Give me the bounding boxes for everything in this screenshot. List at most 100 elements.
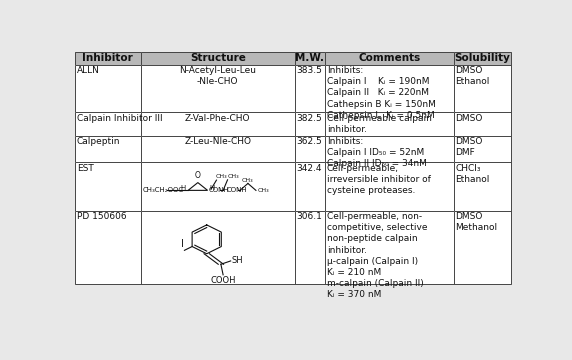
Bar xyxy=(454,211,511,284)
Bar xyxy=(295,112,325,135)
Text: DMSO
Methanol: DMSO Methanol xyxy=(455,212,498,233)
Text: CH₃: CH₃ xyxy=(228,174,239,179)
Text: Inhibitor: Inhibitor xyxy=(82,53,133,63)
Text: I: I xyxy=(181,239,184,249)
Bar xyxy=(75,51,141,65)
Bar xyxy=(325,135,454,162)
Text: M.W.: M.W. xyxy=(296,53,324,63)
Bar xyxy=(75,135,141,162)
Text: Inhibits:
Calpain I    Kᵢ = 190nM
Calpain II   Kᵢ = 220nM
Cathepsin B Kᵢ = 150nM: Inhibits: Calpain I Kᵢ = 190nM Calpain I… xyxy=(327,66,436,120)
Bar xyxy=(295,65,325,112)
Bar xyxy=(325,162,454,211)
Bar xyxy=(141,162,295,211)
Bar xyxy=(295,162,325,211)
Bar xyxy=(141,112,295,135)
Bar xyxy=(295,211,325,284)
Bar xyxy=(454,162,511,211)
Text: Z-Val-Phe-CHO: Z-Val-Phe-CHO xyxy=(185,114,251,123)
Text: CHCl₃
Ethanol: CHCl₃ Ethanol xyxy=(455,164,490,184)
Bar xyxy=(295,135,325,162)
Bar xyxy=(141,211,295,284)
Text: 383.5: 383.5 xyxy=(297,66,323,75)
Text: Cell-permeable calpain
inhibitor.: Cell-permeable calpain inhibitor. xyxy=(327,114,432,134)
Bar xyxy=(325,51,454,65)
Text: O: O xyxy=(195,171,201,180)
Text: N-Acetyl-Leu-Leu
-Nle-CHO: N-Acetyl-Leu-Leu -Nle-CHO xyxy=(179,66,256,86)
Text: Inhibits:
Calpain I ID₅₀ = 52nM
Calpain II ID₅₀ = 34nM: Inhibits: Calpain I ID₅₀ = 52nM Calpain … xyxy=(327,137,427,168)
Bar xyxy=(454,211,511,284)
Bar xyxy=(141,65,295,112)
Text: Calpain Inhibitor III: Calpain Inhibitor III xyxy=(77,114,162,123)
Bar xyxy=(325,135,454,162)
Text: CONH: CONH xyxy=(208,187,229,193)
Text: EST: EST xyxy=(77,164,94,173)
Bar xyxy=(295,51,325,65)
Bar xyxy=(325,65,454,112)
Text: DMSO
DMF: DMSO DMF xyxy=(455,137,483,157)
Text: CH₃CH₂OOC: CH₃CH₂OOC xyxy=(142,187,184,193)
Bar xyxy=(454,162,511,211)
Bar xyxy=(295,51,325,65)
Text: Comments: Comments xyxy=(358,53,420,63)
Text: 342.4: 342.4 xyxy=(297,164,322,173)
Text: PD 150606: PD 150606 xyxy=(77,212,126,221)
Bar xyxy=(75,65,141,112)
Bar xyxy=(141,51,295,65)
Bar xyxy=(141,65,295,112)
Bar xyxy=(295,65,325,112)
Text: CH₃: CH₃ xyxy=(242,177,254,183)
Bar xyxy=(75,65,141,112)
Bar xyxy=(141,211,295,284)
Bar xyxy=(295,162,325,211)
Text: Z-Leu-Nle-CHO: Z-Leu-Nle-CHO xyxy=(184,137,251,146)
Text: Solubility: Solubility xyxy=(455,53,510,63)
Bar xyxy=(454,135,511,162)
Bar xyxy=(325,162,454,211)
Bar xyxy=(325,65,454,112)
Bar xyxy=(75,112,141,135)
Bar xyxy=(454,65,511,112)
Bar xyxy=(141,112,295,135)
Bar xyxy=(141,135,295,162)
Bar xyxy=(141,162,295,211)
Bar xyxy=(75,135,141,162)
Text: Structure: Structure xyxy=(190,53,246,63)
Bar xyxy=(454,112,511,135)
Text: ALLN: ALLN xyxy=(77,66,100,75)
Bar xyxy=(75,211,141,284)
Text: Cell-permeable,
irreversible inhibitor of
cysteine proteases.: Cell-permeable, irreversible inhibitor o… xyxy=(327,164,431,195)
Bar xyxy=(325,51,454,65)
Text: Cell-permeable, non-
competitive, selective
non-peptide calpain
inhibitor.
μ-cal: Cell-permeable, non- competitive, select… xyxy=(327,212,427,299)
Bar xyxy=(454,51,511,65)
Text: CONH: CONH xyxy=(227,187,247,193)
Text: CH₃: CH₃ xyxy=(257,188,269,193)
Bar xyxy=(454,65,511,112)
Bar xyxy=(454,51,511,65)
Bar xyxy=(141,135,295,162)
Text: DMSO: DMSO xyxy=(455,114,483,123)
Bar xyxy=(325,211,454,284)
Text: SH: SH xyxy=(232,256,243,265)
Bar xyxy=(454,135,511,162)
Text: 382.5: 382.5 xyxy=(297,114,323,123)
Bar xyxy=(75,51,141,65)
Bar xyxy=(295,211,325,284)
Bar xyxy=(141,51,295,65)
Bar xyxy=(295,112,325,135)
Text: Calpeptin: Calpeptin xyxy=(77,137,120,146)
Text: DMSO
Ethanol: DMSO Ethanol xyxy=(455,66,490,86)
Text: H: H xyxy=(181,185,186,191)
Bar xyxy=(75,162,141,211)
Bar xyxy=(75,211,141,284)
Text: COOH: COOH xyxy=(210,276,236,285)
Bar xyxy=(454,112,511,135)
Bar xyxy=(295,135,325,162)
Text: H: H xyxy=(210,185,215,191)
Bar xyxy=(325,112,454,135)
Bar xyxy=(325,211,454,284)
Text: CH₃: CH₃ xyxy=(216,174,227,179)
Bar xyxy=(75,112,141,135)
Bar xyxy=(325,112,454,135)
Bar xyxy=(75,162,141,211)
Text: 306.1: 306.1 xyxy=(297,212,323,221)
